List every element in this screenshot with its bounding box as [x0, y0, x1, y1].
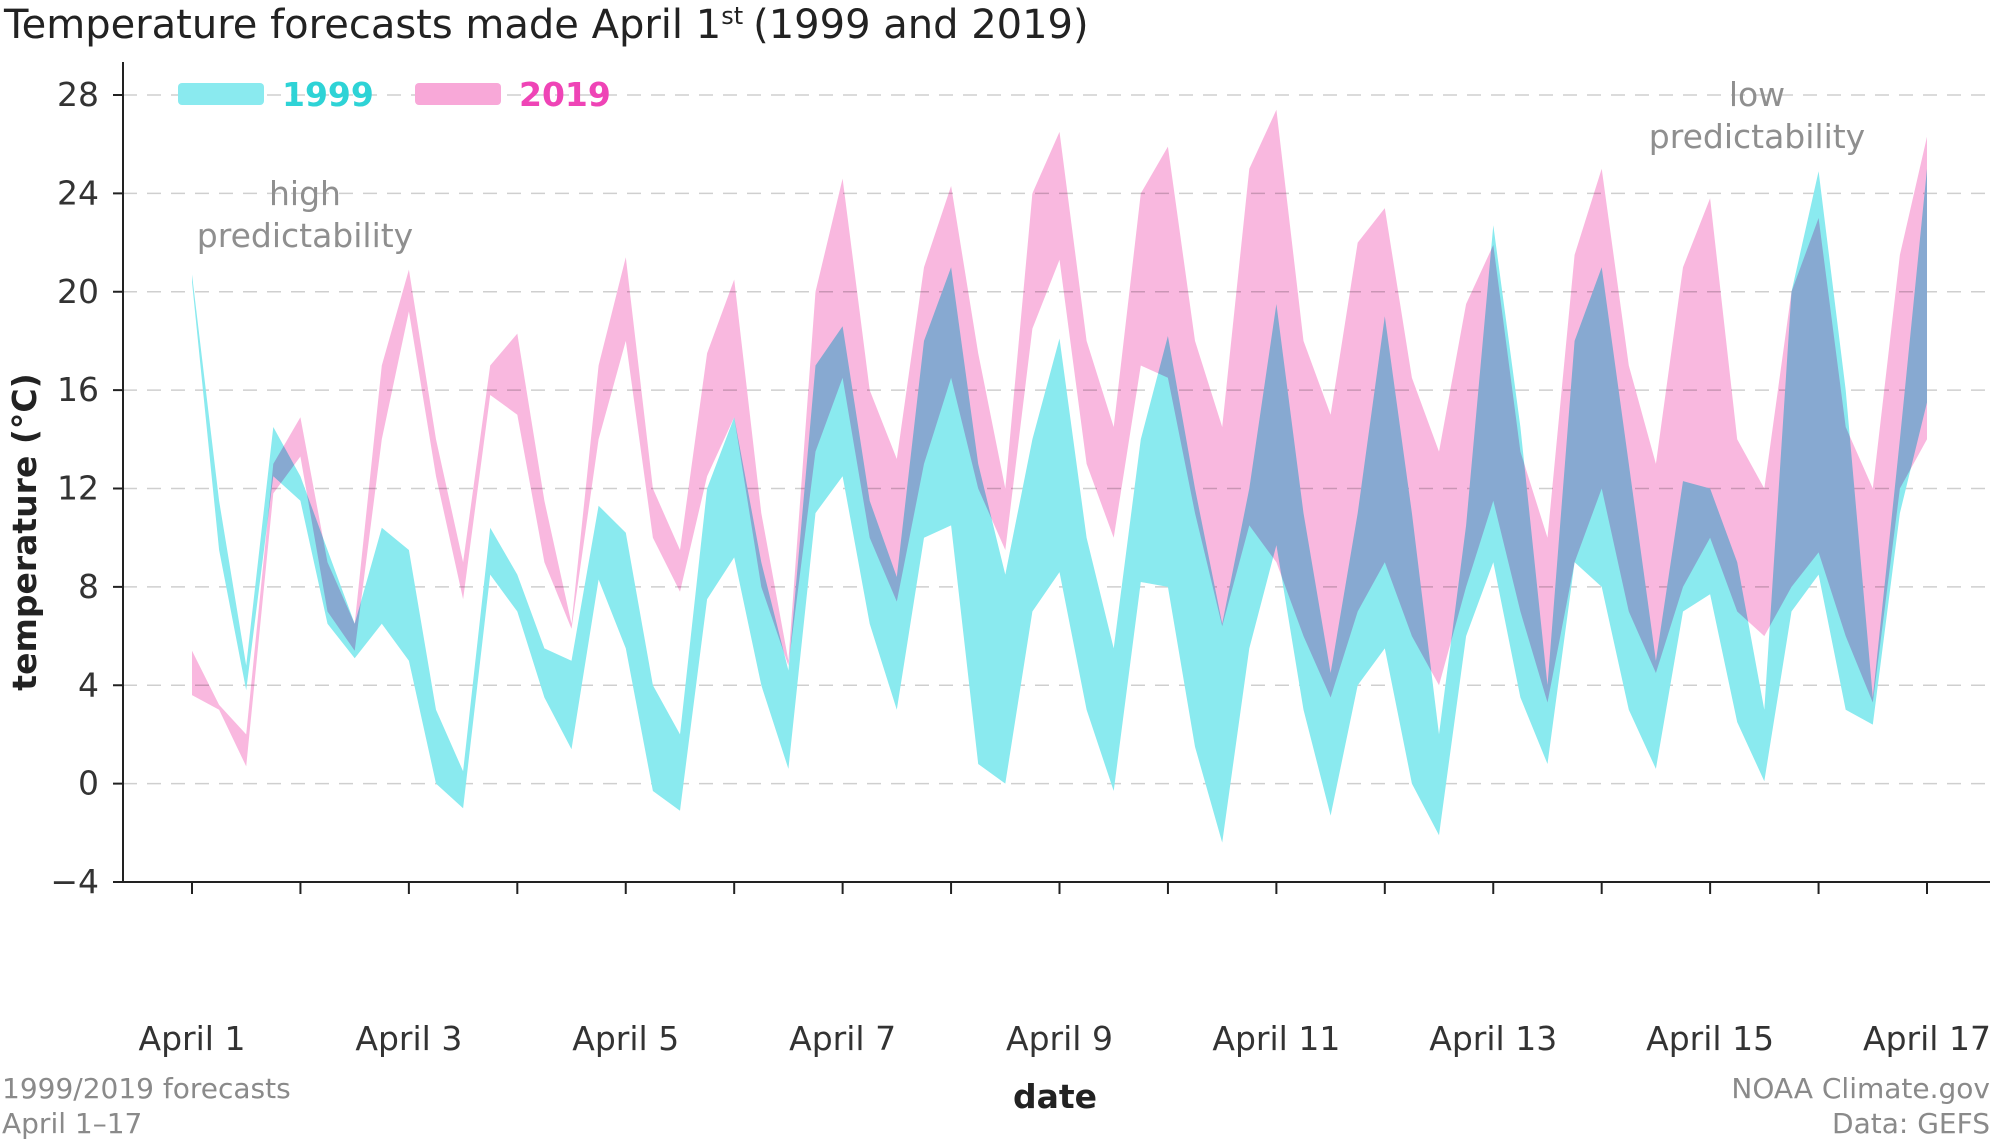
chart-title-main: Temperature forecasts made April 1: [3, 2, 721, 48]
y-axis-title: temperature (°C): [5, 373, 44, 690]
legend-swatch-2019: [415, 83, 501, 105]
x-tick-label-1: April 3: [355, 1019, 462, 1058]
y-tick-label-8: 28: [57, 75, 99, 114]
annotation-low-line2: predictability: [1649, 117, 1865, 156]
y-tick-label-3: 8: [78, 567, 99, 606]
annotation-high-line1: high: [269, 174, 341, 213]
x-tick-label-6: April 13: [1429, 1019, 1557, 1058]
x-tick-label-0: April 1: [139, 1019, 246, 1058]
series-areas: [192, 109, 1927, 843]
footer-left-line1: 1999/2019 forecasts: [2, 1072, 291, 1105]
chart-title-suffix: (1999 and 2019): [753, 2, 1089, 48]
y-tick-label-4: 12: [57, 469, 99, 508]
x-axis-title: date: [1013, 1077, 1097, 1116]
x-tick-label-8: April 17: [1863, 1019, 1991, 1058]
annotation-high-line2: predictability: [197, 216, 413, 255]
y-tick-label-6: 20: [57, 272, 99, 311]
x-tick-label-2: April 5: [572, 1019, 679, 1058]
x-tick-label-7: April 15: [1646, 1019, 1774, 1058]
legend: 1999 2019: [178, 75, 611, 114]
y-tick-label-2: 4: [78, 665, 99, 704]
x-tick-label-5: April 11: [1212, 1019, 1340, 1058]
footer-left-line2: April 1–17: [2, 1107, 142, 1140]
axes: −4 0 4 8 12 16 20 24 28 April 1 April 3 April 5 Apri…: [50, 62, 1991, 1058]
legend-label-1999: 1999: [282, 75, 374, 114]
series-band-2019: [192, 109, 1927, 767]
footer-right-line2: Data: GEFS: [1832, 1107, 1990, 1140]
y-tick-label-5: 16: [57, 370, 99, 409]
legend-swatch-1999: [178, 83, 264, 105]
y-tick-label-7: 24: [57, 173, 99, 212]
annotation-low-line1: low: [1729, 75, 1785, 114]
x-tick-label-4: April 9: [1006, 1019, 1113, 1058]
y-tick-label-0: −4: [50, 862, 99, 901]
legend-label-2019: 2019: [519, 75, 611, 114]
chart-title: Temperature forecasts made April 1st (199…: [3, 2, 1089, 48]
chart-title-superscript: st: [721, 2, 743, 30]
y-tick-label-1: 0: [78, 764, 99, 803]
footer-right-line1: NOAA Climate.gov: [1731, 1072, 1990, 1105]
x-tick-label-3: April 7: [789, 1019, 896, 1058]
